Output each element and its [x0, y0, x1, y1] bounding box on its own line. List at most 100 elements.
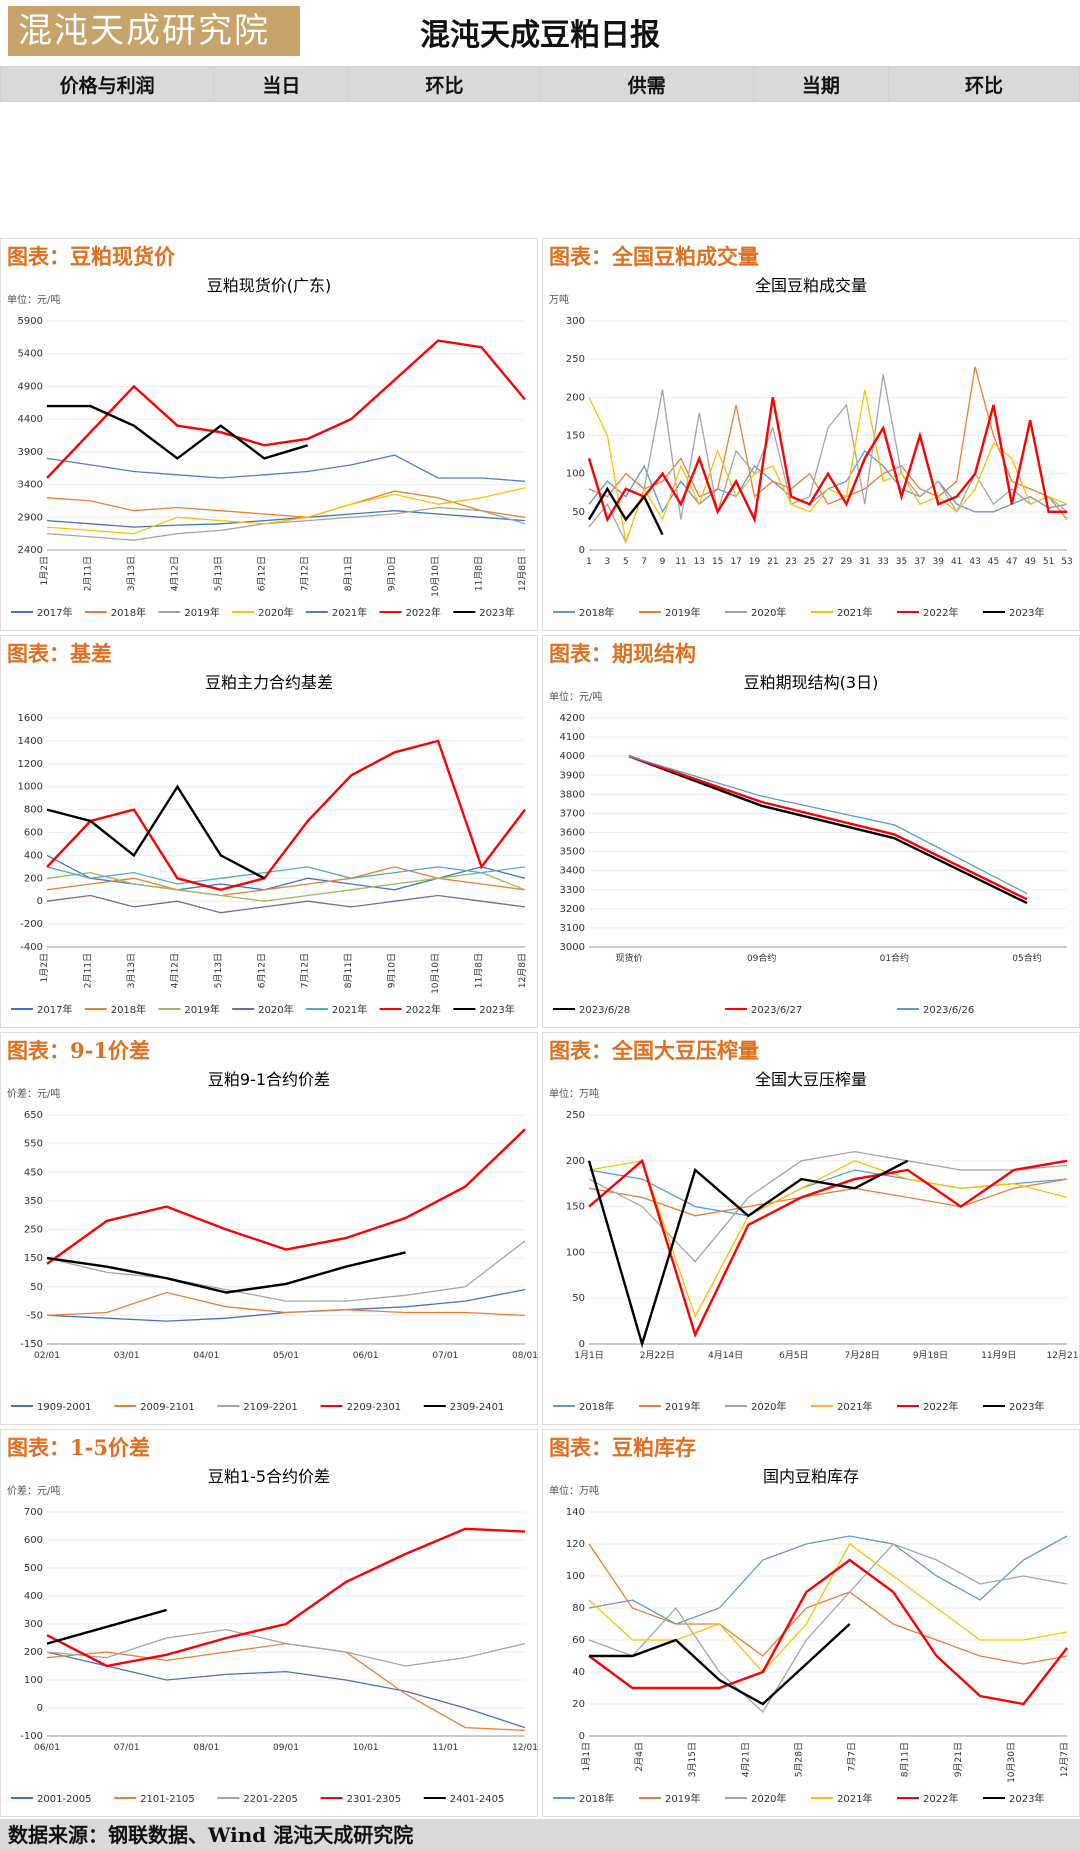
x-tick-label: 4月12日 [169, 556, 180, 591]
y-tick-label: 3600 [560, 828, 585, 839]
legend-label: 2018年 [579, 606, 614, 619]
y-tick-label: 3300 [560, 885, 585, 896]
y-tick-label: 300 [566, 316, 585, 327]
chart-svg: 豆粕期现结构(3日) 单位：元/吨 3000 3100 3200 3300 3400 3500… [549, 673, 1067, 1016]
x-tick-label: 2月4日 [634, 1742, 645, 1771]
series-line [588, 1558, 1068, 1706]
x-tick-label: 01合约 [880, 952, 909, 964]
y-tick-label: 600 [24, 828, 43, 839]
x-tick-label: 05/01 [273, 1351, 299, 1361]
logo: 混沌天成研究院 [8, 6, 300, 56]
chart-panel-9-1-spread: 图表：9-1价差 豆粕9-1合约价差 价差：元/吨 -150 -50 50 150 250 35… [0, 1032, 538, 1425]
y-tick-label: 200 [566, 1156, 585, 1167]
x-tick-label: 33 [877, 557, 888, 567]
legend-label: 2023/6/27 [751, 1005, 802, 1016]
x-tick-label: 12/01 [512, 1743, 537, 1753]
y-tick-label: 3400 [18, 480, 43, 491]
legend-label: 2021年 [332, 1003, 367, 1016]
series-line [46, 1628, 526, 1667]
legend-label: 2017年 [37, 1003, 72, 1016]
series-line [628, 755, 1028, 905]
legend-label: 2018年 [111, 1003, 146, 1016]
series-line [588, 1543, 1068, 1714]
chart-title: 豆粕主力合约基差 [205, 673, 333, 692]
x-tick-label: 02/01 [34, 1351, 60, 1361]
legend-label: 2401-2405 [450, 1794, 505, 1805]
chart-panel-inventory: 图表：豆粕库存 国内豆粕库存 单位：万吨 0 20 40 60 80 100 120 140 1月1日… [542, 1429, 1080, 1817]
legend-label: 2019年 [665, 1400, 700, 1413]
legend-label: 2023年 [479, 1003, 514, 1016]
panel-title: 图表：1-5价差 [7, 1435, 150, 1460]
series-line [628, 755, 1028, 895]
y-tick-label: 100 [566, 1571, 585, 1582]
y-tick-label: 450 [24, 1167, 43, 1178]
summary-table: 价格与利润 当日 环比 供需 当期 环比 [0, 66, 1080, 102]
summary-cell: 当日 [213, 66, 350, 102]
chart-unit: 单位：万吨 [549, 1484, 599, 1497]
panel-title: 图表：基差 [7, 641, 112, 666]
y-tick-label: 250 [566, 354, 585, 365]
series-line [588, 1150, 1068, 1263]
y-tick-label: 3800 [560, 789, 585, 800]
y-tick-label: -50 [27, 1310, 43, 1321]
series-line [46, 1128, 526, 1265]
y-tick-label: 1600 [18, 713, 43, 724]
chart-panel-spot-price: 图表：豆粕现货价 豆粕现货价(广东) 单位：元/吨 2400 2900 3400 3900 4… [0, 238, 538, 631]
x-tick-label: 5 [623, 557, 629, 567]
y-tick-label: 4000 [560, 751, 585, 762]
panel-title: 图表：全国大豆压榨量 [549, 1038, 759, 1063]
series-line [588, 1535, 1068, 1625]
x-tick-label: 45 [988, 557, 999, 567]
x-tick-label: 7 [641, 557, 647, 567]
y-tick-label: 140 [566, 1507, 585, 1518]
y-tick-label: 0 [37, 1703, 43, 1714]
series-line [588, 374, 1068, 545]
x-tick-label: 1月2日 [39, 953, 50, 982]
legend-label: 2101-2105 [140, 1794, 195, 1805]
legend-label: 2301-2305 [347, 1794, 402, 1805]
y-tick-label: 2900 [18, 512, 43, 523]
series-line [46, 506, 526, 541]
x-tick-label: 7月7日 [847, 1742, 858, 1771]
legend-label: 2309-2401 [450, 1402, 505, 1413]
x-tick-label: 8月11日 [343, 556, 354, 591]
x-tick-label: 09/01 [273, 1743, 299, 1753]
legend-label: 2022年 [923, 1400, 958, 1413]
panel-title: 图表：期现结构 [549, 641, 696, 666]
y-tick-label: 3900 [560, 770, 585, 781]
summary-cell: 环比 [348, 66, 541, 102]
y-tick-label: 5900 [18, 316, 43, 327]
x-tick-label: 17 [730, 557, 741, 567]
y-tick-label: 50 [30, 1282, 43, 1293]
chart-title: 豆粕9-1合约价差 [208, 1070, 330, 1089]
legend-label: 2023/6/28 [579, 1005, 630, 1016]
x-tick-label: 11/01 [432, 1743, 458, 1753]
chart-unit: 价差：元/吨 [7, 1087, 60, 1100]
x-tick-label: 1月1日 [574, 1350, 603, 1361]
x-tick-label: 08/01 [512, 1351, 537, 1361]
chart-unit: 万吨 [549, 293, 569, 306]
y-tick-label: 0 [579, 1339, 585, 1350]
x-tick-label: 6月12日 [256, 953, 267, 988]
legend-label: 2109-2201 [243, 1402, 298, 1413]
series-line [46, 1642, 526, 1732]
series-line [46, 866, 526, 885]
summary-cell: 环比 [887, 66, 1080, 102]
legend-label: 2023年 [1009, 1792, 1044, 1805]
legend-label: 2020年 [751, 606, 786, 619]
series-line [46, 1527, 526, 1668]
y-tick-label: 4200 [560, 713, 585, 724]
x-tick-label: 19 [749, 557, 761, 567]
legend-label: 2019年 [184, 606, 219, 619]
y-tick-label: 700 [24, 1507, 43, 1518]
legend-label: 2022年 [406, 606, 441, 619]
legend-label: 2017年 [37, 606, 72, 619]
summary-cell: 价格与利润 [0, 66, 215, 102]
series-line [46, 871, 526, 902]
y-tick-label: 400 [24, 850, 43, 861]
y-tick-label: 150 [24, 1253, 43, 1264]
x-tick-label: 47 [1006, 557, 1017, 567]
legend-label: 2201-2205 [243, 1794, 298, 1805]
chart-unit: 单位：元/吨 [7, 293, 60, 306]
y-tick-label: 800 [24, 805, 43, 816]
